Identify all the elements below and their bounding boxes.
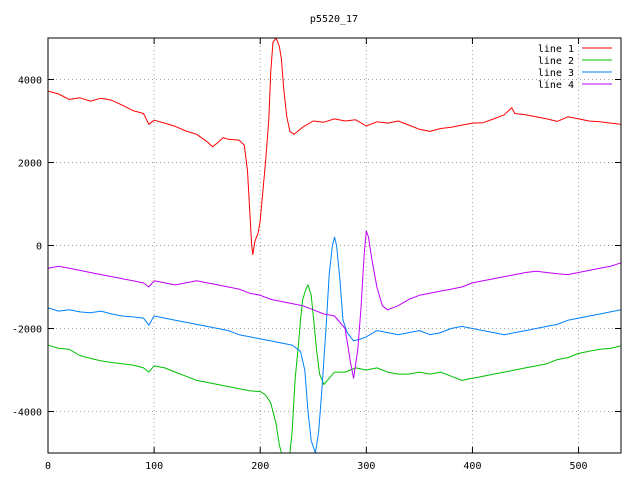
plot-frame bbox=[47, 37, 622, 454]
x-tick-label: 500 bbox=[570, 461, 588, 472]
x-tick-label: 400 bbox=[463, 461, 481, 472]
x-tick-label: 0 bbox=[45, 461, 51, 472]
x-tick-label: 300 bbox=[357, 461, 375, 472]
legend-label: line 3 bbox=[538, 68, 574, 79]
series-line-1 bbox=[48, 38, 621, 256]
x-tick-label: 200 bbox=[251, 461, 269, 472]
series-layer bbox=[48, 38, 621, 453]
y-tick-label: -2000 bbox=[12, 325, 42, 336]
y-tick-label: 2000 bbox=[18, 159, 42, 170]
series-line-4 bbox=[48, 230, 621, 379]
legend-label: line 2 bbox=[538, 56, 574, 67]
y-tick-label: 4000 bbox=[18, 76, 42, 87]
axis-ticks: 0 100 200 300 400 500 -4000 -2000 0 2000 4000 bbox=[12, 38, 621, 472]
grid-lines bbox=[48, 38, 621, 453]
x-tick-label: 100 bbox=[145, 461, 163, 472]
legend-label: line 1 bbox=[538, 44, 574, 55]
series-line-3 bbox=[48, 236, 621, 453]
legend-label: line 4 bbox=[538, 80, 574, 91]
y-tick-label: -4000 bbox=[12, 408, 42, 419]
y-tick-label: 0 bbox=[36, 242, 42, 253]
chart-title: p5520_17 bbox=[310, 14, 358, 25]
series-line-2 bbox=[48, 284, 621, 453]
